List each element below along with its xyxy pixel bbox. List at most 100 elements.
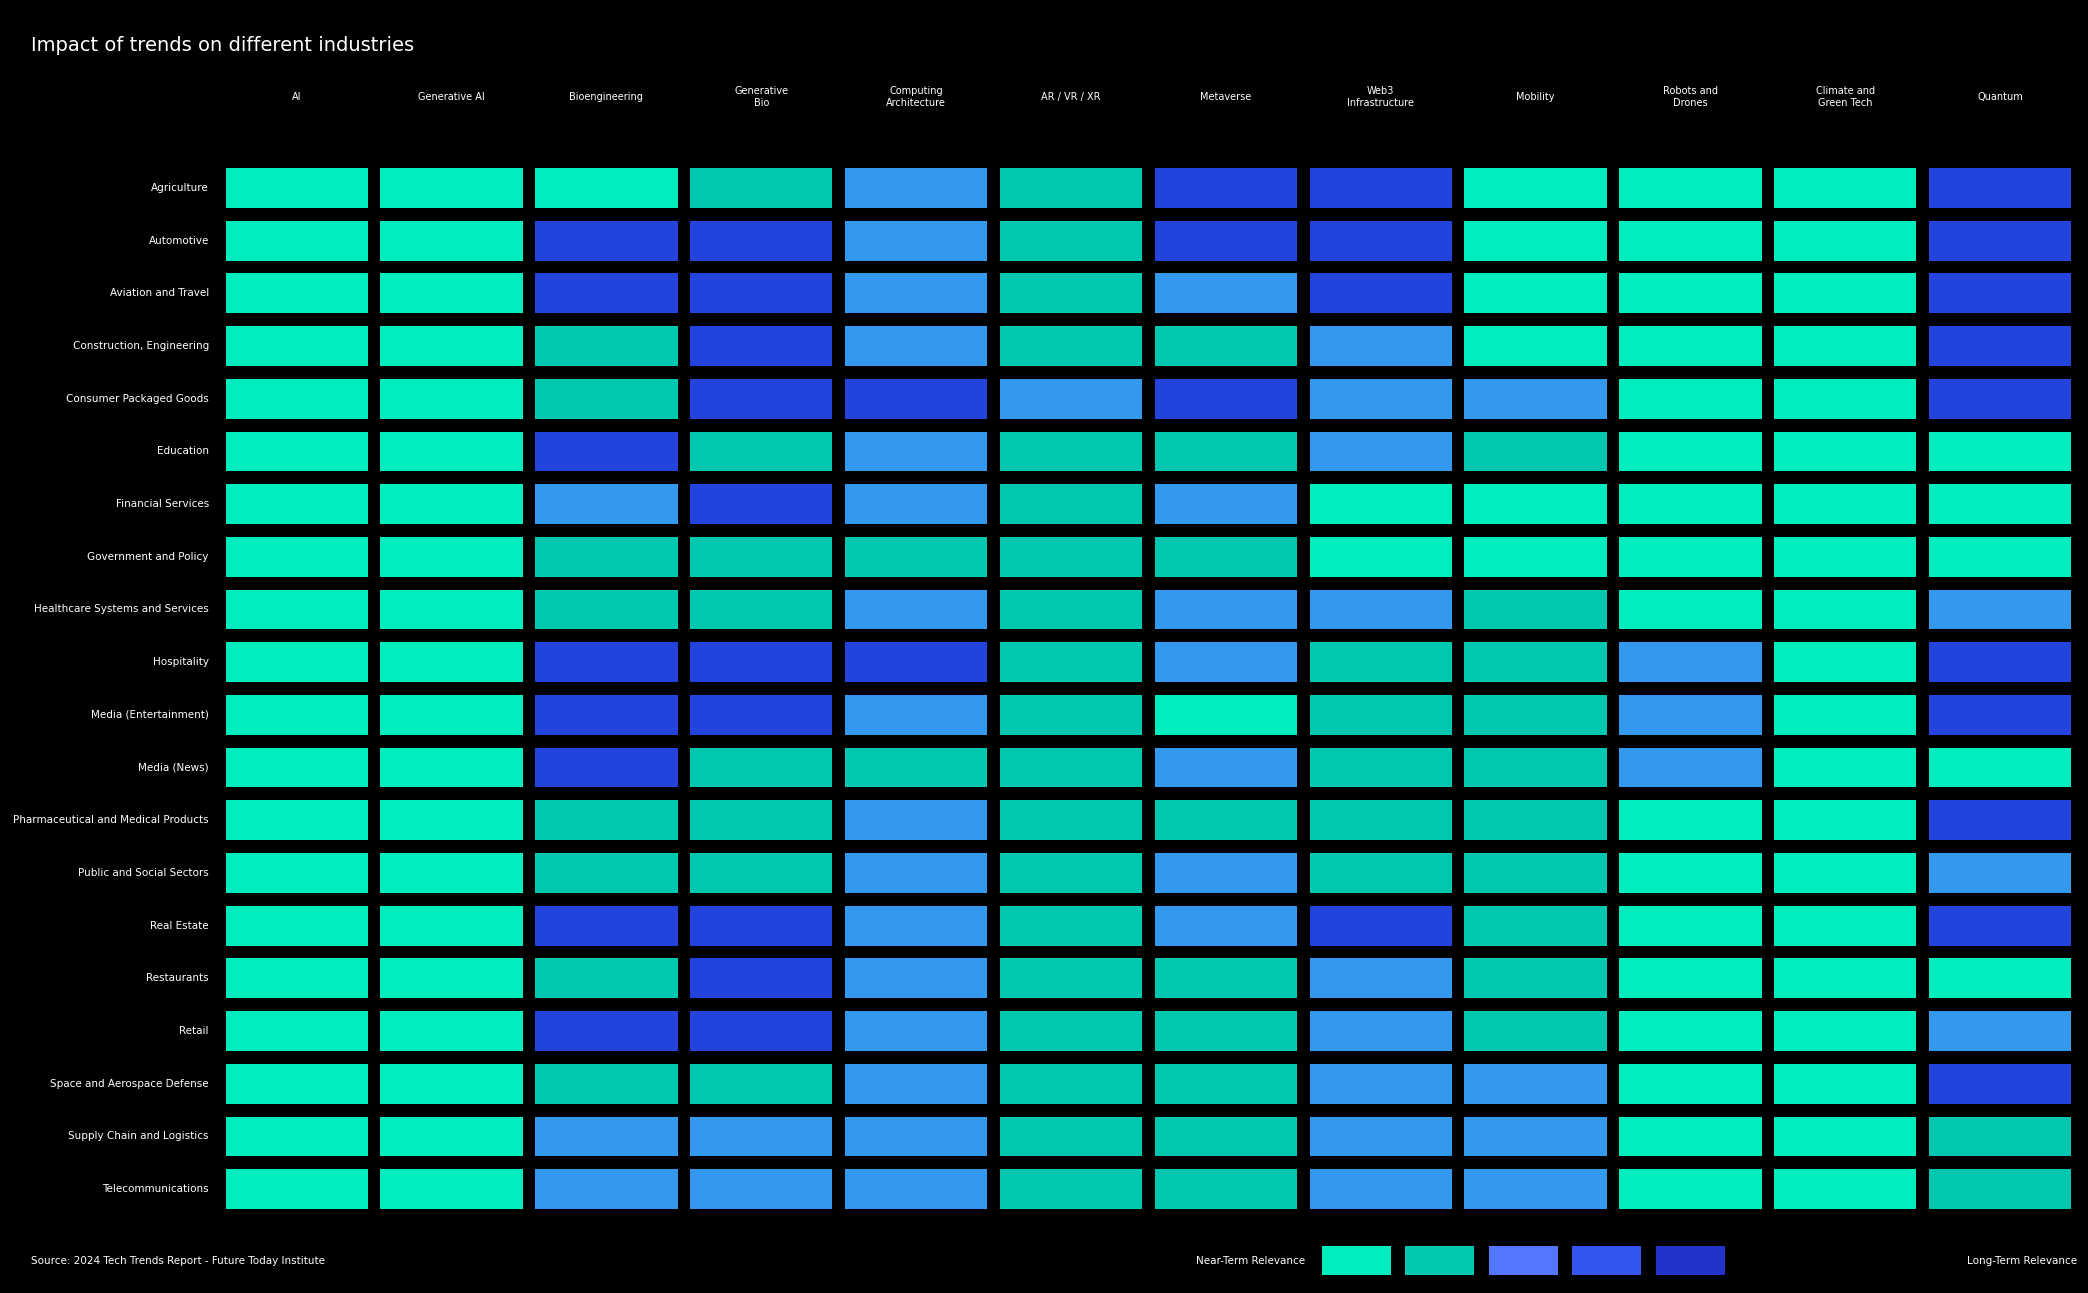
Text: Restaurants: Restaurants — [146, 974, 209, 983]
Bar — [1929, 643, 2071, 681]
Bar — [1775, 326, 1917, 366]
Bar — [1929, 537, 2071, 577]
Bar — [535, 800, 677, 840]
Text: Agriculture: Agriculture — [150, 184, 209, 193]
Bar — [1620, 853, 1762, 892]
Bar — [1309, 1011, 1451, 1051]
Bar — [1929, 958, 2071, 998]
Bar — [846, 537, 988, 577]
Text: Retail: Retail — [180, 1027, 209, 1036]
Bar — [1464, 326, 1608, 366]
Bar — [1620, 694, 1762, 734]
Bar — [846, 379, 988, 419]
Bar — [226, 905, 367, 945]
Text: Supply Chain and Logistics: Supply Chain and Logistics — [69, 1131, 209, 1142]
Text: Public and Social Sectors: Public and Social Sectors — [77, 868, 209, 878]
Bar — [1000, 853, 1142, 892]
Text: AR / VR / XR: AR / VR / XR — [1042, 92, 1100, 102]
Bar — [1775, 694, 1917, 734]
Text: Consumer Packaged Goods: Consumer Packaged Goods — [67, 394, 209, 403]
Bar — [1929, 274, 2071, 313]
Bar — [689, 800, 833, 840]
Bar — [1309, 379, 1451, 419]
Bar — [689, 379, 833, 419]
Bar — [1000, 1169, 1142, 1209]
Bar — [846, 905, 988, 945]
Bar — [226, 853, 367, 892]
Bar — [1929, 168, 2071, 208]
Text: Hospitality: Hospitality — [152, 657, 209, 667]
Text: Mobility: Mobility — [1516, 92, 1556, 102]
Bar — [380, 168, 522, 208]
Bar — [380, 432, 522, 471]
Bar — [226, 1169, 367, 1209]
Bar — [1620, 537, 1762, 577]
Bar — [380, 221, 522, 260]
Bar — [1775, 537, 1917, 577]
Text: Construction, Engineering: Construction, Engineering — [73, 341, 209, 350]
Bar — [846, 694, 988, 734]
Bar — [1155, 590, 1297, 630]
Text: Impact of trends on different industries: Impact of trends on different industries — [31, 36, 413, 54]
Bar — [1464, 274, 1608, 313]
Bar — [1929, 747, 2071, 787]
Bar — [226, 590, 367, 630]
Bar — [1929, 1169, 2071, 1209]
Text: Robots and
Drones: Robots and Drones — [1662, 87, 1718, 107]
Bar — [1620, 484, 1762, 524]
Bar — [226, 958, 367, 998]
Bar — [1775, 379, 1917, 419]
Bar — [1464, 1011, 1608, 1051]
Bar — [1775, 484, 1917, 524]
Bar — [1155, 221, 1297, 260]
Bar — [535, 432, 677, 471]
Bar — [1929, 326, 2071, 366]
Bar — [380, 905, 522, 945]
Bar — [1309, 747, 1451, 787]
Bar — [1464, 1064, 1608, 1103]
Bar — [1620, 379, 1762, 419]
Bar — [1464, 590, 1608, 630]
Bar — [1775, 221, 1917, 260]
Bar — [1775, 905, 1917, 945]
Text: Metaverse: Metaverse — [1201, 92, 1251, 102]
Bar — [846, 274, 988, 313]
Bar — [689, 958, 833, 998]
Bar — [1929, 590, 2071, 630]
Bar — [380, 484, 522, 524]
Bar — [689, 221, 833, 260]
Bar — [846, 643, 988, 681]
Bar — [1775, 590, 1917, 630]
Bar — [1620, 326, 1762, 366]
Bar — [689, 694, 833, 734]
Bar — [380, 537, 522, 577]
Bar — [1620, 1169, 1762, 1209]
Bar — [1155, 484, 1297, 524]
Bar — [1309, 326, 1451, 366]
Bar — [1929, 1011, 2071, 1051]
Bar — [1309, 905, 1451, 945]
Bar — [226, 747, 367, 787]
Bar — [846, 1064, 988, 1103]
Bar — [689, 1064, 833, 1103]
Bar — [380, 643, 522, 681]
Bar — [1309, 1064, 1451, 1103]
Bar — [1000, 958, 1142, 998]
Bar — [1775, 274, 1917, 313]
Bar — [689, 1169, 833, 1209]
Bar — [226, 274, 367, 313]
Bar — [535, 484, 677, 524]
Bar — [226, 432, 367, 471]
Bar — [1929, 905, 2071, 945]
Bar — [1620, 221, 1762, 260]
Bar — [1309, 168, 1451, 208]
Bar — [1155, 1116, 1297, 1156]
Bar — [380, 853, 522, 892]
Bar — [1155, 274, 1297, 313]
Bar — [535, 1169, 677, 1209]
Bar — [1000, 326, 1142, 366]
Bar — [1155, 537, 1297, 577]
Bar — [535, 905, 677, 945]
Bar — [535, 958, 677, 998]
Bar — [535, 1064, 677, 1103]
